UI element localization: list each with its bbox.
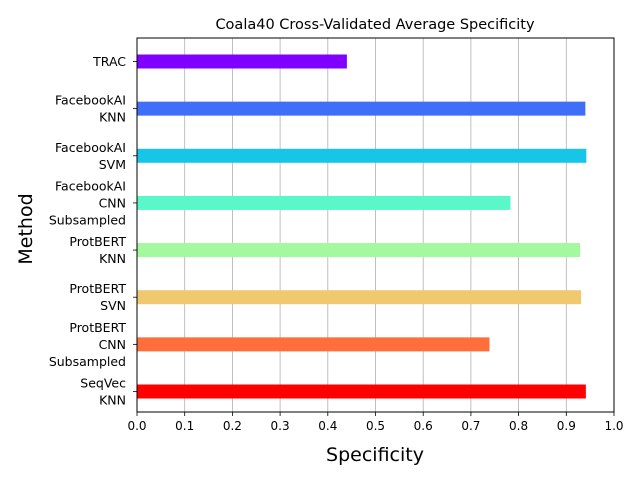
bars xyxy=(137,54,587,399)
y-tick-label: CNN xyxy=(99,337,126,352)
y-tick-label: FacebookAI xyxy=(55,178,126,193)
x-axis-ticks: 0.0 0.1 0.2 0.3 0.4 0.5 0.6 0.7 0.8 0.9 1.0 xyxy=(127,412,624,433)
y-tick-label: Subsampled xyxy=(49,212,126,227)
y-axis-ticks: TRAC FacebookAI KNN FacebookAI SVM FacebookAI… xyxy=(49,54,137,408)
x-tick-label: 0.6 xyxy=(414,419,433,433)
bar xyxy=(137,337,490,352)
x-tick-label: 0.2 xyxy=(223,419,242,433)
bar xyxy=(137,290,582,305)
bar xyxy=(137,54,347,69)
chart-title: Coala40 Cross-Validated Average Specific… xyxy=(215,17,535,33)
x-tick-label: 0.5 xyxy=(366,419,385,433)
bar xyxy=(137,243,581,258)
y-tick-label: ProtBERT xyxy=(69,281,126,296)
y-tick-label: KNN xyxy=(99,251,126,266)
y-tick-label: ProtBERT xyxy=(69,234,126,249)
y-tick-label: SVN xyxy=(100,298,126,313)
y-tick-label: Subsampled xyxy=(49,354,126,369)
y-tick-label: TRAC xyxy=(92,54,126,69)
x-axis-label: Specificity xyxy=(326,444,424,466)
x-tick-label: 0.9 xyxy=(557,419,576,433)
bar xyxy=(137,384,586,399)
y-tick-label: FacebookAI xyxy=(55,93,126,108)
y-tick-label: FacebookAI xyxy=(55,140,126,155)
x-tick-label: 0.8 xyxy=(509,419,528,433)
y-tick-label: KNN xyxy=(99,393,126,408)
x-tick-label: 1.0 xyxy=(604,419,623,433)
x-tick-label: 0.4 xyxy=(318,419,337,433)
x-tick-label: 0.1 xyxy=(175,419,194,433)
x-tick-label: 0.0 xyxy=(127,419,146,433)
x-tick-label: 0.3 xyxy=(271,419,290,433)
x-tick-label: 0.7 xyxy=(461,419,480,433)
y-tick-label: KNN xyxy=(99,110,126,125)
y-axis-label: Method xyxy=(15,193,37,264)
y-tick-label: ProtBERT xyxy=(69,320,126,335)
y-tick-label: CNN xyxy=(99,195,126,210)
bar xyxy=(137,195,511,210)
bar xyxy=(137,148,587,163)
y-tick-label: SeqVec xyxy=(80,376,126,391)
y-tick-label: SVM xyxy=(99,157,126,172)
bar xyxy=(137,101,586,116)
